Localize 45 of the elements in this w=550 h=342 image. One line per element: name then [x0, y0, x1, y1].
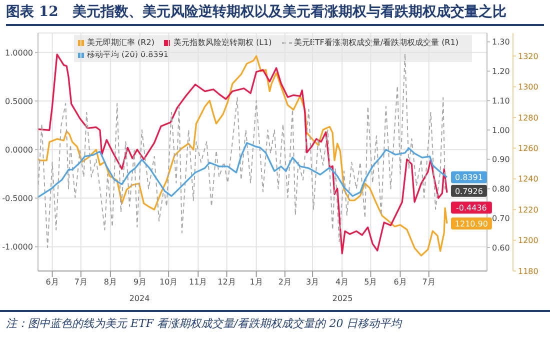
y3-tick-label: 1240	[518, 174, 538, 184]
x-tick-label: 2月	[278, 278, 292, 287]
text: 2025	[331, 294, 354, 303]
x-tick-label: 5月	[364, 278, 378, 287]
y2-tick-label: 1.20	[492, 67, 510, 76]
x-tick-label: 1月	[250, 278, 263, 287]
text: 注：图中蓝色的线为美元 ETF 看涨期权成交量/看跌期权成交量的 20 日移动平均	[6, 316, 404, 331]
y3-tick-label: 1300	[518, 82, 538, 92]
x-tick-label: 9月	[133, 278, 147, 287]
x-tick-label: 8月	[104, 278, 117, 287]
data-label: -0.4436	[456, 204, 487, 213]
y2-tick-label: 0.90	[492, 155, 510, 164]
y2-tick-label: 0.80	[492, 184, 510, 194]
y-tick-label: 1.0000	[5, 48, 33, 58]
x-tick-label: 11月	[189, 278, 208, 287]
y3-tick-label: 1280	[518, 113, 538, 122]
x-tick-label: 6月	[394, 278, 407, 287]
y3-tick-label: 1180	[518, 266, 538, 276]
y3-tick-label: 1220	[518, 205, 538, 214]
chart-title: 图表 12 美元指数、美元风险逆转期权以及美元看涨期权与看跌期权成交量之比	[6, 3, 506, 21]
x-tick-label: 7月	[74, 278, 88, 287]
y-tick-label: 0.5000	[5, 96, 33, 106]
y2-tick-label: 1.30	[492, 38, 510, 47]
y2-tick-label: 1.00	[492, 126, 510, 135]
y2-tick-label: 0.60	[492, 243, 510, 252]
x-tick-label: 4月	[336, 278, 349, 287]
x-tick-label: 7月	[422, 278, 436, 287]
y3-tick-label: 1320	[518, 52, 538, 61]
y2-tick-label: 1.10	[492, 96, 510, 106]
x-tick-label: 6月	[46, 278, 59, 287]
x-tick-label: 12月	[218, 278, 236, 287]
data-label: 1210.90	[454, 220, 488, 229]
data-label: 0.7926	[454, 186, 483, 196]
legend-label: 美元即期汇率 (R2)	[86, 37, 154, 48]
y3-tick-label: 1200	[518, 236, 538, 246]
y2-tick-label: 0.70	[492, 214, 510, 223]
text: 2024	[128, 294, 151, 303]
y3-tick-label: 1260	[518, 144, 538, 153]
line-series	[38, 142, 448, 198]
x-tick-label: 10月	[160, 278, 178, 287]
y-tick-label: 0.0000	[5, 145, 33, 154]
y-tick-label: -1.0000	[2, 242, 33, 252]
x-tick-label: 3月	[306, 278, 320, 287]
data-label: 0.8391	[454, 173, 483, 182]
y-tick-label: -0.5000	[2, 194, 33, 203]
